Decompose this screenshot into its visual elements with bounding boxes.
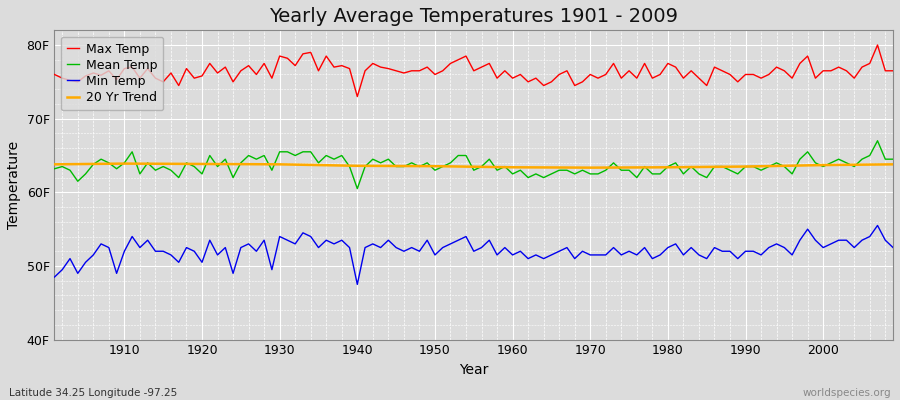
Mean Temp (282, 150, 292, 154)
Min Temp (508, 252, 518, 257)
20 Yr Trend (196, 162, 207, 166)
X-axis label: Year: Year (459, 363, 489, 377)
20 Yr Trend (119, 161, 130, 166)
Mean Temp (887, 157, 898, 162)
Max Temp (328, 65, 339, 70)
Max Temp (282, 56, 292, 61)
Line: Min Temp: Min Temp (55, 226, 893, 284)
Min Temp (515, 249, 526, 254)
Text: Latitude 34.25 Longitude -97.25: Latitude 34.25 Longitude -97.25 (9, 388, 177, 398)
Max Temp (872, 43, 883, 48)
Max Temp (608, 61, 619, 66)
Mean Temp (608, 160, 619, 165)
Mean Temp (352, 186, 363, 191)
20 Yr Trend (585, 165, 596, 170)
Min Temp (50, 275, 60, 280)
Min Temp (872, 223, 883, 228)
Title: Yearly Average Temperatures 1901 - 2009: Yearly Average Temperatures 1901 - 2009 (269, 7, 679, 26)
Max Temp (50, 72, 60, 77)
Mean Temp (112, 166, 122, 171)
Mean Temp (328, 157, 339, 162)
Mean Temp (50, 166, 60, 171)
Min Temp (282, 238, 292, 243)
20 Yr Trend (508, 165, 518, 170)
Legend: Max Temp, Mean Temp, Min Temp, 20 Yr Trend: Max Temp, Mean Temp, Min Temp, 20 Yr Tre… (60, 36, 164, 110)
20 Yr Trend (429, 164, 440, 168)
20 Yr Trend (740, 164, 751, 169)
20 Yr Trend (887, 162, 898, 167)
Min Temp (112, 271, 122, 276)
Mean Temp (515, 168, 526, 173)
20 Yr Trend (818, 163, 829, 168)
Mean Temp (508, 172, 518, 176)
Max Temp (508, 76, 518, 80)
Min Temp (887, 245, 898, 250)
Text: worldspecies.org: worldspecies.org (803, 388, 891, 398)
20 Yr Trend (50, 162, 60, 167)
20 Yr Trend (274, 162, 285, 167)
Min Temp (608, 245, 619, 250)
Min Temp (352, 282, 363, 287)
Max Temp (112, 77, 122, 82)
Min Temp (328, 242, 339, 246)
20 Yr Trend (662, 165, 673, 170)
Y-axis label: Temperature: Temperature (7, 141, 21, 229)
Max Temp (352, 94, 363, 99)
Mean Temp (872, 138, 883, 143)
20 Yr Trend (352, 164, 363, 168)
Max Temp (887, 68, 898, 73)
Line: Max Temp: Max Temp (55, 45, 893, 96)
Max Temp (515, 72, 526, 77)
Line: Mean Temp: Mean Temp (55, 141, 893, 189)
Line: 20 Yr Trend: 20 Yr Trend (55, 164, 893, 168)
